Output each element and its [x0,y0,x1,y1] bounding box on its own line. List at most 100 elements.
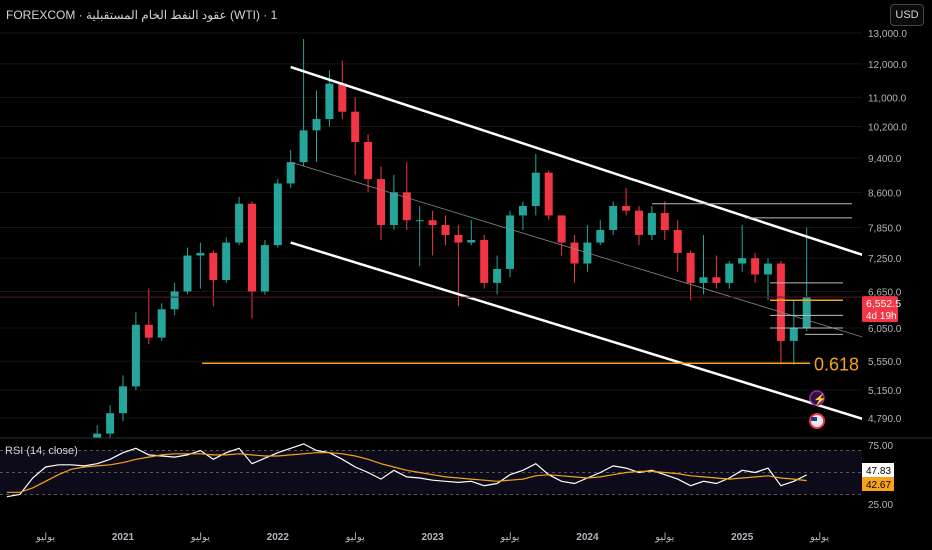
candle [144,324,153,338]
price-tick-label: 10,200.0 [868,123,907,134]
candle [570,242,579,264]
time-axis-label: 2022 [267,532,290,543]
candle [609,206,618,230]
symbol-title: FOREXCOM · عقود النفط الخام المستقبلية (… [6,8,278,22]
candle [312,119,321,131]
rsi-value-badge [862,463,894,477]
channel-upper-line [290,65,862,257]
candle [518,206,527,216]
fib-level-label: 0.618 [814,354,859,374]
currency-button[interactable]: USD [890,4,924,26]
price-pane [0,32,862,438]
price-tick-label: 5,150.0 [868,386,902,397]
candle [712,277,721,283]
candle [106,413,115,434]
candle [286,162,295,184]
candle [686,252,695,283]
price-tick-label: 6,650.0 [868,287,902,298]
time-axis-label: يوليو [345,532,365,543]
candle [493,268,502,283]
rsi-tick-25: 25.00 [868,500,893,511]
candle [764,263,772,275]
candle [480,239,489,283]
time-axis-label: يوليو [654,532,674,543]
candle [660,213,669,230]
candle [596,229,605,243]
candle [647,213,656,235]
candle [389,192,398,226]
candle [635,210,643,235]
candle [273,183,282,246]
time-axis-label: 2024 [576,532,599,543]
candle [622,206,631,211]
time-axis-label: يوليو [190,532,210,543]
candle [454,234,463,243]
time-axis-label: 2021 [112,532,135,543]
candle [557,215,566,243]
candle [725,263,734,283]
candle [402,192,411,221]
rsi-tick-75: 75.00 [868,441,893,452]
rsi-ma-line [6,452,807,493]
candle [467,239,476,243]
candle [531,172,540,207]
candle [802,297,811,328]
candle [222,242,231,281]
last-price-value: 6,552.5 [866,298,901,310]
candle [377,179,385,226]
rsi-ma-value-badge [862,477,894,491]
candle [235,203,244,243]
candle [338,83,347,112]
price-tick-label: 6,050.0 [868,324,902,335]
rsi-value: 47.83 [866,466,891,477]
price-tick-label: 11,000.0 [868,93,907,104]
channel-mid-line [290,161,862,338]
candle [196,252,205,256]
candle [351,111,360,142]
channel-lower-line [290,241,862,420]
candle [738,258,747,264]
price-tick-label: 9,400.0 [868,154,902,165]
time-axis-label: يوليو [809,532,829,543]
time-axis-label: 2023 [421,532,444,543]
time-axis-label: يوليو [499,532,519,543]
candle [699,277,708,283]
lightning-icon [809,390,825,406]
price-tick-label: 7,250.0 [868,254,902,265]
price-tick-label: 8,600.0 [868,188,902,199]
price-tick-label: 7,850.0 [868,224,902,235]
candle [428,220,437,226]
last-price-badge [862,296,898,323]
candle [183,255,192,292]
candle [119,386,127,414]
price-tick-label: 13,000.0 [868,29,907,40]
candle [209,252,218,281]
price-tick-label: 5,550.0 [868,357,902,368]
candle [415,220,424,222]
rsi-line [6,443,807,498]
lightning-glyph: ⚡ [813,393,827,406]
price-tick-label: 12,000.0 [868,60,907,71]
flag-canton [811,417,817,421]
candle [506,215,514,269]
time-axis-label: 2025 [731,532,754,543]
rsi-title: RSI (14, close) [5,445,78,457]
price-tick-label: 4,790.0 [868,414,902,425]
candle [260,245,269,292]
candle [751,258,760,275]
candle [776,263,785,341]
rsi-ma-value: 42.67 [866,480,891,491]
candle [157,309,166,338]
candle [789,327,798,341]
candle [325,83,334,120]
candle [93,433,102,438]
candle [441,225,450,235]
candle [673,229,682,253]
candle [544,172,553,216]
candle [131,324,140,387]
candle [364,141,373,180]
candle [248,203,256,292]
candle [170,291,179,310]
time-axis-label: يوليو [35,532,55,543]
